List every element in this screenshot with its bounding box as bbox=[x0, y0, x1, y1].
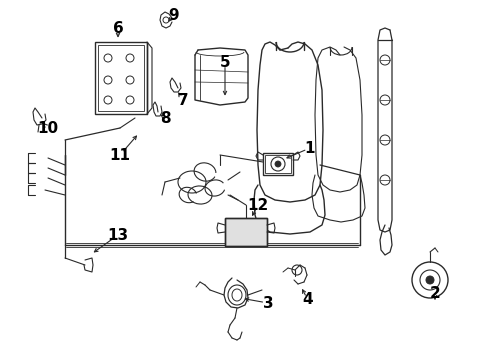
Bar bbox=[225, 218, 267, 246]
Text: 11: 11 bbox=[109, 148, 130, 162]
Text: 2: 2 bbox=[430, 285, 441, 301]
Text: 4: 4 bbox=[303, 292, 313, 307]
Text: 10: 10 bbox=[37, 121, 59, 135]
Bar bbox=[225, 218, 267, 246]
Text: 8: 8 bbox=[160, 111, 171, 126]
Bar bbox=[263, 153, 293, 175]
Bar bbox=[95, 42, 147, 114]
Text: 3: 3 bbox=[263, 296, 273, 310]
Circle shape bbox=[275, 161, 281, 167]
Text: 13: 13 bbox=[107, 228, 128, 243]
Text: 9: 9 bbox=[169, 8, 179, 23]
Text: 12: 12 bbox=[247, 198, 269, 212]
Bar bbox=[98, 45, 144, 111]
Text: 1: 1 bbox=[305, 140, 315, 156]
Text: 7: 7 bbox=[178, 93, 188, 108]
Text: 5: 5 bbox=[220, 54, 230, 69]
Circle shape bbox=[426, 276, 434, 284]
Text: 6: 6 bbox=[113, 21, 123, 36]
Bar bbox=[265, 155, 291, 173]
